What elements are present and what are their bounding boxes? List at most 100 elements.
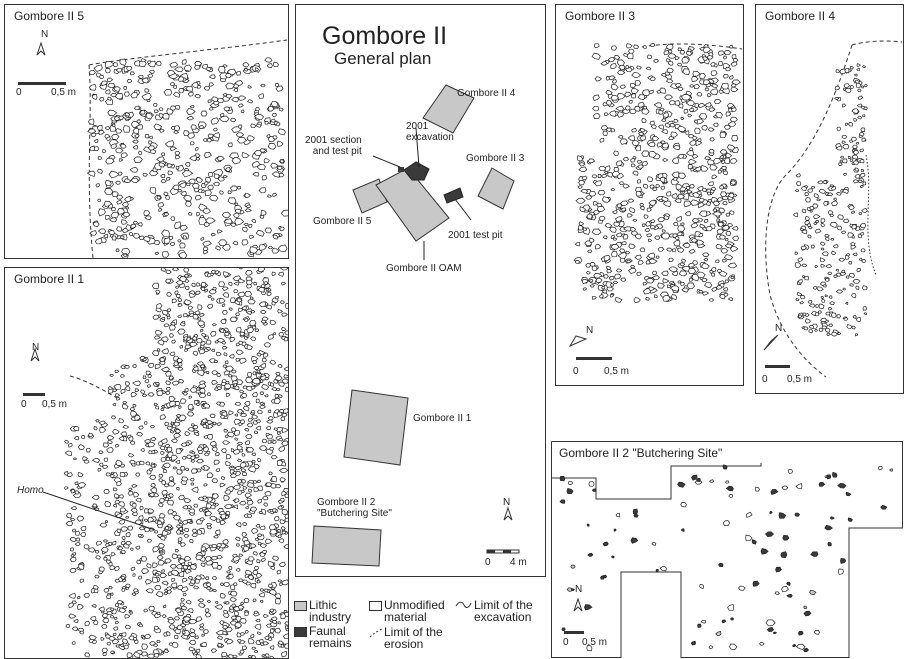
stone: [258, 301, 266, 308]
stone: [116, 528, 122, 533]
stone: [605, 127, 612, 132]
stone: [175, 459, 181, 465]
stone: [272, 440, 277, 444]
stone: [277, 579, 283, 583]
stone: [164, 421, 170, 427]
stone: [271, 271, 276, 277]
stone: [855, 82, 862, 88]
stone: [703, 257, 708, 262]
stone: [802, 275, 806, 278]
stone: [721, 619, 727, 624]
stone: [116, 635, 123, 640]
stone: [584, 604, 593, 611]
stone: [118, 418, 125, 424]
stone: [592, 113, 601, 119]
stone: [561, 627, 566, 631]
stone: [224, 360, 229, 365]
stone: [827, 210, 834, 215]
stone: [109, 373, 114, 377]
stone: [64, 450, 73, 457]
stone: [103, 556, 108, 561]
stone: [603, 112, 609, 116]
stone: [240, 109, 245, 114]
stone: [692, 135, 698, 140]
stone: [591, 174, 598, 179]
stone: [211, 478, 218, 484]
stone: [671, 270, 679, 276]
stone: [812, 203, 819, 209]
stone: [266, 134, 271, 139]
stone: [171, 380, 180, 386]
stone: [121, 536, 126, 541]
stone: [859, 184, 864, 189]
stone: [261, 384, 270, 390]
stone: [237, 291, 246, 298]
stone: [689, 184, 695, 189]
stone: [260, 362, 266, 369]
stone: [858, 132, 865, 137]
stone: [651, 270, 658, 275]
stone: [267, 632, 275, 638]
stone: [101, 613, 108, 619]
stone: [166, 446, 173, 453]
stone: [671, 157, 679, 165]
stone: [841, 189, 849, 194]
stone: [117, 171, 123, 176]
stone: [272, 555, 280, 562]
stone: [841, 140, 846, 144]
stone: [829, 222, 838, 228]
stone: [278, 582, 284, 587]
stone: [611, 45, 618, 51]
stone: [729, 116, 738, 123]
stone: [722, 287, 729, 292]
stone: [233, 504, 239, 510]
stone: [678, 270, 688, 277]
stone: [728, 210, 735, 215]
stone: [125, 540, 132, 546]
stone: [106, 435, 115, 441]
stone: [103, 588, 110, 593]
stone: [617, 251, 627, 259]
label-gombore-4: Gombore II 4: [457, 88, 516, 99]
stone: [853, 149, 859, 156]
stone: [113, 626, 119, 631]
stone: [648, 89, 654, 95]
stone: [270, 382, 275, 387]
stone: [170, 454, 178, 461]
stone: [189, 105, 195, 109]
line-symbols: [369, 601, 472, 638]
stone: [284, 513, 288, 520]
stone: [225, 392, 231, 398]
stone: [219, 520, 226, 526]
stone: [170, 582, 178, 588]
stone: [182, 235, 187, 240]
stone: [638, 131, 645, 136]
stone: [138, 575, 143, 580]
stone: [697, 201, 705, 208]
stone: [239, 412, 248, 418]
scale-start: 0: [485, 557, 491, 568]
stone: [154, 585, 162, 591]
stone: [860, 248, 866, 253]
stone: [701, 187, 707, 193]
stone: [270, 616, 278, 621]
stone: [187, 404, 194, 410]
stone: [245, 433, 253, 439]
stone: [677, 153, 685, 159]
stone: [169, 430, 175, 434]
stone: [610, 234, 615, 240]
stone: [282, 633, 288, 640]
stone: [857, 95, 864, 100]
stone: [265, 304, 272, 310]
stone: [803, 605, 808, 610]
stone: [252, 325, 257, 330]
stone: [834, 85, 841, 91]
stone: [145, 579, 153, 585]
stone: [615, 268, 623, 273]
stone: [636, 271, 642, 276]
stone: [270, 565, 275, 571]
stone: [671, 294, 677, 301]
stone: [70, 489, 76, 494]
stone: [267, 334, 275, 340]
stone: [567, 480, 574, 485]
